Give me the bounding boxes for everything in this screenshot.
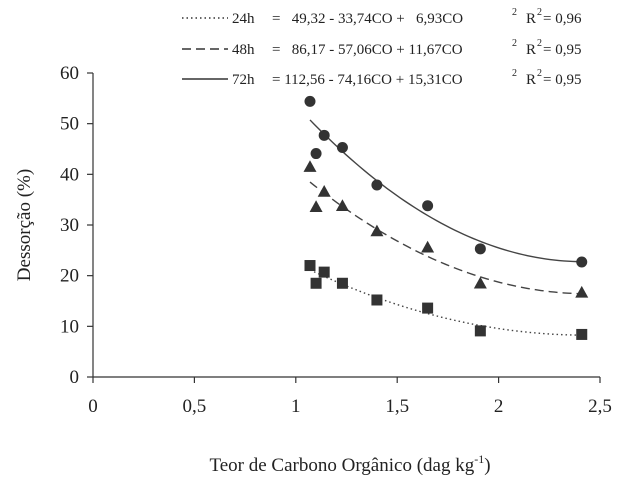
point-24h [422, 302, 434, 314]
point-72h [310, 148, 322, 160]
fit-curves [309, 119, 582, 336]
point-72h [318, 129, 330, 141]
legend-item-24h: 24h = 49,32 - 33,74CO + 6,93CO 2 R 2 = 0… [182, 7, 582, 27]
point-24h [474, 325, 486, 337]
point-48h [473, 276, 487, 289]
x-axis-label-sup: -1 [474, 452, 484, 466]
x-axis-label-close: ) [484, 455, 490, 476]
point-48h [303, 160, 317, 172]
y-tick-label: 20 [60, 266, 79, 287]
data-points [303, 95, 589, 340]
x-tick-label: 1 [291, 396, 301, 417]
y-tick-label: 0 [70, 367, 80, 388]
point-48h [575, 285, 589, 298]
legend-equation-48h: = 86,17 - 57,06CO + 11,67CO [272, 42, 463, 58]
point-72h [336, 141, 348, 153]
y-tick-label: 60 [60, 63, 79, 84]
legend-equation-24h: = 49,32 - 33,74CO + 6,93CO [272, 11, 463, 27]
fit-curve-72h [309, 119, 582, 263]
legend-r-72h: R [526, 72, 536, 88]
y-ticks: 0 10 20 30 40 50 60 [60, 63, 93, 388]
point-48h [421, 240, 435, 253]
point-24h [576, 328, 588, 340]
y-axis-label: Dessorção (%) [14, 169, 35, 281]
point-72h [371, 179, 383, 191]
point-72h [576, 256, 588, 268]
legend-equation-72h: = 112,56 - 74,16CO + 15,31CO [272, 72, 463, 88]
legend-squared-72h: 2 [512, 68, 517, 79]
legend-r2-48h: = 0,95 [543, 42, 581, 58]
point-24h [371, 294, 383, 306]
legend-r-24h: R [526, 11, 536, 27]
legend-r-sup-72h: 2 [537, 68, 542, 79]
y-tick-label: 30 [60, 215, 79, 236]
x-axis-label-main: Teor de Carbono Orgânico (dag kg [209, 455, 474, 476]
y-tick-label: 50 [60, 114, 79, 135]
legend-squared-24h: 2 [512, 7, 517, 18]
legend-r-sup-48h: 2 [537, 38, 542, 49]
point-48h [317, 185, 331, 197]
point-48h [335, 199, 349, 211]
x-tick-label: 0 [88, 396, 98, 417]
point-48h [370, 224, 384, 237]
x-tick-label: 1,5 [385, 396, 409, 417]
x-tick-label: 2 [494, 396, 504, 417]
point-24h [336, 277, 348, 289]
legend-label-72h: 72h [232, 72, 255, 88]
point-48h [309, 200, 323, 212]
point-72h [422, 200, 434, 212]
point-24h [304, 260, 316, 272]
legend-r2-24h: = 0,96 [543, 11, 582, 27]
x-tick-label: 2,5 [588, 396, 612, 417]
x-ticks: 0 0,5 1 1,5 2 2,5 [88, 377, 612, 417]
point-24h [318, 266, 330, 278]
y-tick-label: 10 [60, 316, 79, 337]
x-axis-label: Teor de Carbono Orgânico (dag kg-1) [209, 452, 490, 476]
legend: 24h = 49,32 - 33,74CO + 6,93CO 2 R 2 = 0… [182, 7, 582, 88]
legend-squared-48h: 2 [512, 38, 517, 49]
fit-curve-48h [309, 181, 582, 295]
point-72h [304, 95, 316, 107]
legend-item-72h: 72h = 112,56 - 74,16CO + 15,31CO 2 R 2 =… [182, 68, 581, 88]
legend-r2-72h: = 0,95 [543, 72, 581, 88]
y-tick-label: 40 [60, 164, 79, 185]
x-tick-label: 0,5 [183, 396, 207, 417]
legend-label-48h: 48h [232, 42, 255, 58]
legend-label-24h: 24h [232, 11, 255, 27]
legend-r-48h: R [526, 42, 536, 58]
legend-item-48h: 48h = 86,17 - 57,06CO + 11,67CO 2 R 2 = … [182, 38, 581, 58]
legend-r-sup-24h: 2 [537, 7, 542, 18]
fit-curve-24h [309, 269, 582, 336]
point-24h [310, 277, 322, 289]
point-72h [474, 243, 486, 255]
